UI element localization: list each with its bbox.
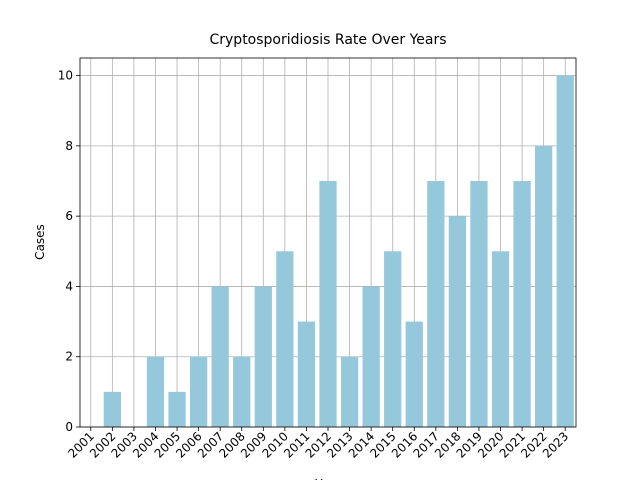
bar: [427, 181, 445, 427]
bar: [340, 356, 359, 427]
bar: [276, 251, 294, 427]
bar: [491, 251, 510, 427]
bar: [535, 145, 553, 427]
bar: [448, 216, 467, 427]
bar: [362, 286, 380, 427]
axes: 0246810200120022003200420052006200720082…: [58, 57, 577, 461]
bar: [556, 75, 574, 428]
plot-frame: [79, 57, 577, 428]
bar: [254, 286, 272, 427]
y-tick-label: 10: [58, 69, 73, 83]
bar: [103, 391, 121, 427]
bar: [189, 356, 208, 427]
y-tick-label: 6: [65, 209, 73, 223]
bar: [146, 356, 165, 427]
chart-title: Cryptosporidiosis Rate Over Years: [209, 32, 446, 48]
y-tick-label: 0: [65, 420, 73, 434]
x-axis-label: Year: [314, 477, 340, 480]
bar: [384, 251, 402, 427]
bar: [405, 321, 423, 427]
bar: [470, 181, 488, 427]
bar: [233, 356, 251, 427]
bar: [319, 181, 337, 427]
bar: [513, 181, 531, 427]
y-tick-label: 2: [65, 350, 73, 364]
bar: [297, 321, 316, 427]
y-tick-label: 4: [65, 279, 73, 293]
y-tick-label: 8: [65, 139, 73, 153]
bar: [168, 391, 186, 427]
bars: [103, 75, 574, 428]
y-axis-label: Cases: [33, 224, 47, 260]
bar: [211, 286, 229, 427]
